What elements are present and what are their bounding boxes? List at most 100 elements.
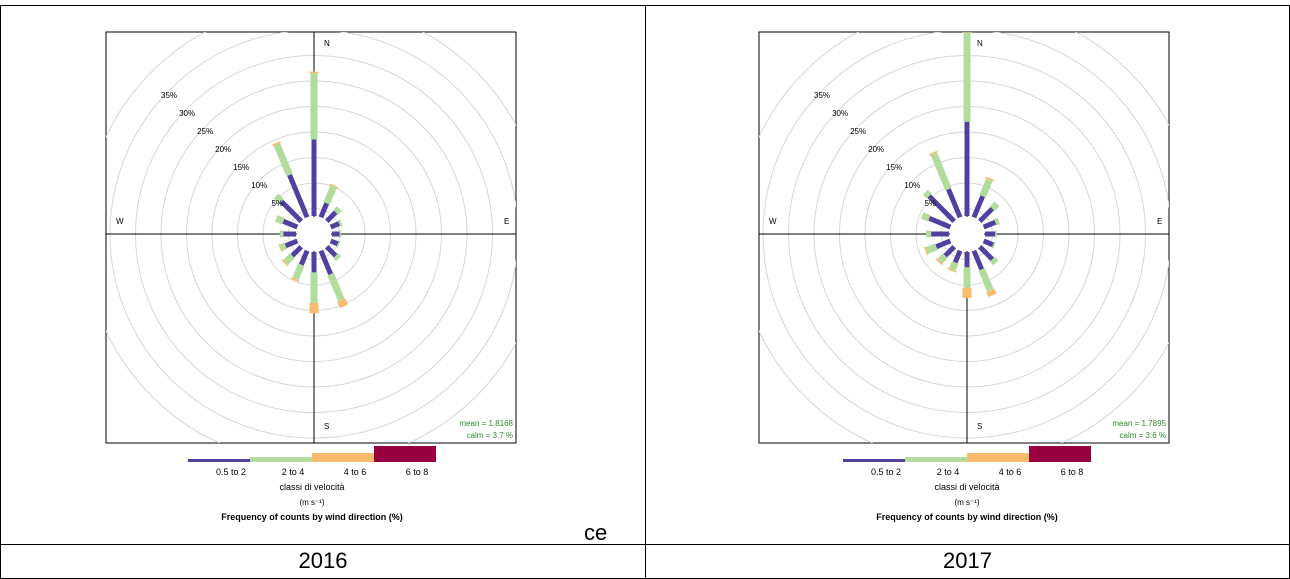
wind-bar-NE-2: [989, 201, 1000, 212]
wind-bar-E-1: [985, 231, 996, 237]
compass-label-n: N: [324, 39, 330, 48]
calm-circle: [950, 217, 984, 251]
legend-unit: (m s⁻¹): [299, 498, 324, 507]
wind-bar-NNW-3: [929, 150, 938, 156]
wind-bar-N-3: [962, 32, 972, 33]
wind-bar-NNE-3: [329, 183, 339, 189]
radial-tick-label: 25%: [197, 127, 213, 136]
radial-tick-label: 10%: [904, 181, 920, 190]
legend-swatch-3: [312, 453, 374, 462]
wind-bar-N-3: [309, 71, 319, 74]
compass-label-e: E: [504, 217, 509, 226]
wind-bar-NW-1: [927, 194, 956, 223]
wind-bar-E-1: [332, 231, 340, 237]
stat-calm: calm = 3.6 %: [1120, 431, 1166, 440]
wind-bar-SE-2: [989, 256, 999, 266]
wind-bar-WSW-1: [935, 238, 952, 250]
wind-bar-E-2: [995, 230, 997, 238]
legend-swatch-4: [374, 446, 436, 462]
year-label-2016: 2016: [0, 545, 646, 579]
radial-tick-label: 25%: [850, 127, 866, 136]
wind-bar-W-1: [283, 231, 296, 237]
wind-bar-SSW-2: [292, 263, 305, 281]
radial-tick-label: 5%: [271, 199, 283, 208]
radial-tick-label: 10%: [251, 181, 267, 190]
wind-bar-NW-2: [922, 189, 932, 199]
wind-bar-NNE-1: [318, 202, 330, 219]
wind-bar-NNE-3: [985, 176, 995, 182]
radial-tick-label: 15%: [886, 163, 902, 172]
stray-text: ce: [584, 520, 608, 545]
compass-label-s: S: [977, 422, 982, 431]
legend-label-2: 2 to 4: [282, 467, 305, 477]
wind-bar-SW-1: [290, 245, 303, 258]
wind-bar-WSW-2: [925, 243, 938, 254]
radial-tick-label: 5%: [924, 199, 936, 208]
stat-calm: calm = 3.7 %: [467, 431, 513, 440]
radial-tick-label: 20%: [868, 145, 884, 154]
wind-bar-NNE-2: [979, 178, 993, 198]
wind-bar-NNW-1: [946, 188, 963, 219]
legend-label-3: 4 to 6: [344, 467, 367, 477]
wind-bar-SW-1: [943, 245, 956, 258]
wind-bar-ENE-2: [337, 219, 343, 227]
legend-label-3: 4 to 6: [999, 467, 1022, 477]
plot-area: [759, 32, 1169, 443]
legend-label-4: 6 to 8: [1061, 467, 1084, 477]
wind-bar-WNW-2: [920, 212, 931, 222]
stat-mean: mean = 1.7895: [1112, 419, 1166, 428]
wind-bar-SSE-3: [337, 298, 349, 308]
plot-area: [106, 32, 516, 443]
wind-bar-SSE-2: [978, 268, 994, 292]
legend-unit: (m s⁻¹): [954, 498, 979, 507]
wind-bar-S-3: [962, 287, 972, 298]
wind-bar-SW-2: [283, 253, 295, 265]
wind-bar-SE-2: [333, 253, 342, 262]
wind-bar-W-1: [931, 231, 949, 237]
wind-bar-NW-2: [273, 193, 284, 204]
wind-bar-SE-1: [325, 245, 338, 258]
legend-swatch-1: [843, 459, 905, 462]
radial-tick-label: 20%: [215, 145, 231, 154]
wind-bar-NNE-1: [971, 195, 985, 219]
wind-bar-S-3: [309, 303, 319, 314]
radial-tick-label: 15%: [233, 163, 249, 172]
wind-bar-NE-2: [333, 206, 342, 215]
radial-tick-label: 30%: [832, 109, 848, 118]
wind-bar-SSE-1: [318, 249, 333, 276]
wind-bar-SSW-1: [952, 249, 963, 264]
compass-label-e: E: [1157, 217, 1162, 226]
wind-bar-ESE-1: [329, 238, 339, 247]
wind-bar-ESE-2: [336, 240, 341, 248]
year-label-2017: 2017: [646, 545, 1290, 579]
legend-label-4: 6 to 8: [406, 467, 429, 477]
radial-tick-label: 35%: [161, 91, 177, 100]
wind-bar-NNW-2: [273, 143, 293, 177]
wind-bar-NE-1: [978, 206, 995, 223]
wind-bar-NE-1: [325, 210, 338, 223]
wind-bar-ENE-2: [994, 217, 1000, 226]
legend-title: classi di velocità: [934, 482, 999, 492]
wind-bar-ENE-1: [329, 221, 341, 230]
wind-bar-ESE-2: [991, 241, 996, 249]
wind-bar-NNW-1: [287, 174, 310, 219]
wind-bar-ENE-1: [982, 219, 997, 230]
legend-swatch-2: [905, 457, 967, 462]
legend-swatch-1: [188, 459, 250, 462]
wind-bar-NNE-2: [323, 185, 337, 205]
wind-bar-NW-1: [279, 199, 303, 223]
wind-bar-N-2: [310, 73, 318, 140]
legend-swatch-3: [967, 453, 1029, 462]
wind-bar-SSE-1: [971, 249, 984, 271]
legend-label-1: 0.5 to 2: [216, 467, 246, 477]
wind-bar-SSW-3: [947, 267, 957, 273]
radial-tick-label: 30%: [179, 109, 195, 118]
stat-mean: mean = 1.8168: [459, 419, 513, 428]
calm-circle: [297, 217, 331, 251]
wind-bar-N-1: [311, 139, 317, 216]
wind-bar-S-2: [963, 267, 971, 288]
